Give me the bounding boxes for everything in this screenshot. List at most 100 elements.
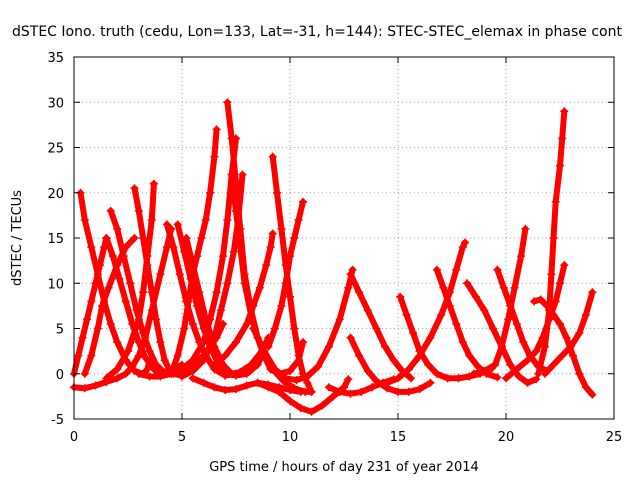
series-trace [470, 225, 529, 377]
data-point [458, 243, 467, 252]
y-tick-label: 35 [47, 51, 64, 66]
data-point [195, 338, 204, 347]
data-point [402, 310, 411, 319]
series-10 [167, 125, 221, 378]
y-tick-label: 5 [56, 323, 64, 338]
data-point [264, 383, 273, 392]
data-point [556, 320, 564, 328]
data-point [149, 179, 158, 188]
data-point [152, 315, 161, 324]
data-point [195, 288, 204, 297]
data-point [156, 270, 165, 279]
data-point [324, 342, 333, 351]
data-point [139, 288, 148, 297]
data-point [180, 324, 189, 333]
data-point [415, 351, 424, 360]
data-point [238, 170, 247, 179]
data-point [489, 324, 497, 333]
data-point [307, 407, 316, 416]
data-point [108, 252, 117, 261]
x-tick-label: 10 [282, 430, 299, 445]
data-point [493, 265, 502, 274]
data-point [551, 197, 560, 206]
data-point [286, 396, 294, 405]
data-point [394, 387, 402, 396]
data-point [223, 279, 232, 288]
data-point [493, 373, 502, 382]
data-point [268, 152, 277, 161]
y-tick-label: 30 [47, 96, 64, 111]
series-33 [534, 107, 569, 378]
data-point [355, 351, 364, 360]
data-point [178, 365, 186, 374]
data-point [558, 134, 567, 143]
data-point [126, 279, 135, 288]
data-point [188, 356, 197, 365]
data-point [216, 306, 225, 315]
x-tick-label: 15 [390, 430, 407, 445]
data-point [497, 342, 506, 351]
data-point [212, 125, 221, 134]
series-22 [346, 270, 415, 383]
data-point [530, 297, 539, 306]
data-point [178, 372, 186, 381]
data-point [113, 374, 122, 383]
data-point [134, 338, 143, 347]
data-point [465, 372, 474, 381]
data-point [454, 374, 463, 383]
data-point [197, 234, 206, 242]
data-point [471, 292, 480, 301]
data-point [87, 243, 96, 252]
data-point [275, 387, 284, 396]
series-34 [540, 288, 597, 378]
data-point [329, 392, 338, 401]
data-point [286, 292, 294, 301]
x-tick-label: 0 [70, 430, 78, 445]
data-point [113, 338, 122, 347]
data-point [389, 356, 398, 365]
series-26 [383, 238, 469, 387]
data-point [242, 320, 251, 328]
data-point [134, 369, 143, 378]
data-point [141, 353, 150, 362]
data-point [581, 383, 590, 392]
data-point [255, 283, 264, 292]
data-point [219, 360, 227, 369]
data-point [104, 283, 113, 292]
data-point [227, 134, 236, 143]
data-point [130, 234, 139, 242]
series-trace [269, 153, 315, 395]
data-point [210, 333, 219, 342]
data-point [80, 215, 89, 224]
data-point [87, 297, 96, 306]
y-tick-label: 25 [47, 142, 64, 157]
data-point [381, 342, 389, 351]
data-point [210, 152, 219, 161]
data-point [236, 367, 245, 376]
data-point [270, 324, 279, 333]
data-point [249, 324, 258, 333]
data-point [547, 270, 556, 279]
data-point [147, 215, 156, 224]
data-point [335, 315, 344, 324]
data-point [247, 360, 256, 369]
data-point [249, 301, 258, 310]
data-point [221, 351, 230, 360]
data-point [499, 283, 508, 292]
series-8 [134, 134, 240, 381]
data-point [461, 238, 469, 247]
chart-title: dSTEC Iono. truth (cedu, Lon=133, Lat=-3… [12, 24, 622, 40]
data-point [286, 252, 294, 261]
data-point [560, 107, 569, 116]
data-point [134, 206, 143, 215]
data-point [232, 338, 240, 347]
data-point [396, 292, 405, 301]
data-point [296, 404, 305, 413]
data-point [130, 367, 139, 375]
x-tick-label: 25 [606, 430, 623, 445]
data-point [346, 389, 355, 398]
series-20 [264, 197, 307, 351]
data-point [242, 381, 251, 390]
data-point [502, 374, 510, 383]
